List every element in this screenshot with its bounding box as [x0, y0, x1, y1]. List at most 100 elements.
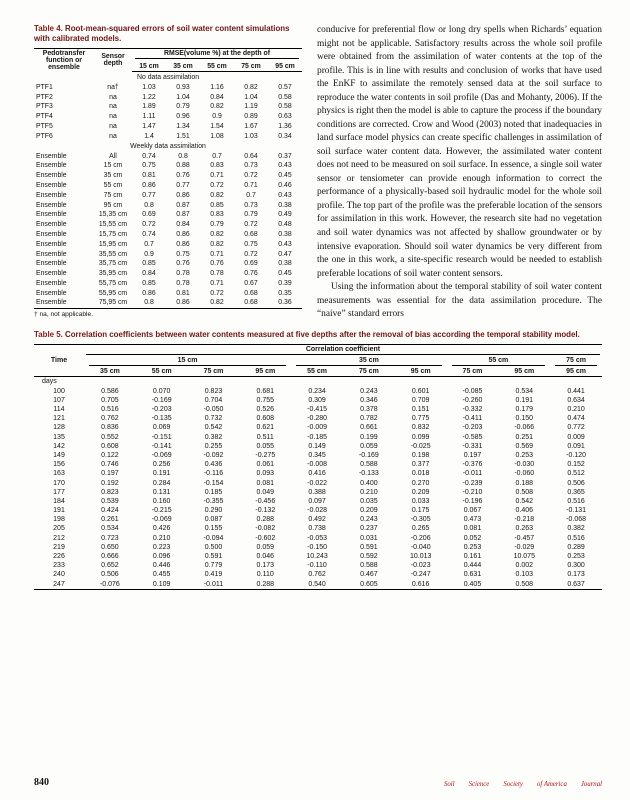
table4-cell: 0.7 [212, 152, 222, 160]
table4-cell: Ensemble [36, 162, 67, 170]
table5-row: 212 0.723 0.210 -0.094 -0.602 -0.053 0.031 -0.2… [34, 534, 602, 543]
table5-cell: 0.309 [308, 396, 326, 404]
table5-cell: 0.508 [498, 579, 551, 590]
table5-time-cell: 128 [53, 424, 65, 432]
table5-cell: -0.457 [514, 534, 535, 542]
table5-row: 100 0.586 0.070 0.823 0.681 0.234 0.243 0.601 -0… [34, 387, 602, 396]
table5-cell: 0.592 [360, 553, 378, 561]
table5: Time Correlation coefficient 15 cm 35 cm 5… [34, 343, 602, 590]
table5-subcol-row: 35 cm 55 cm 75 cm 95 cm 55 cm 75 cm 95 cm 75 cm… [34, 366, 602, 377]
table4-cell: 1.03 [244, 132, 258, 140]
table4-row: Ensemble All 0.74 0.8 0.7 0.64 0.37 [34, 151, 302, 161]
table5-cell: 0.253 [463, 543, 482, 551]
table4-row: PTF3 na 1.89 0.79 0.82 1.19 0.58 [34, 102, 302, 112]
table5-row: 114 0.516 -0.203 -0.050 0.526 -0.415 0.378 0.15… [34, 405, 602, 414]
table5-cell: -0.411 [462, 415, 483, 423]
table5-row: 247 -0.076 0.109 -0.011 0.288 0.540 0.605 0.616… [34, 579, 602, 590]
table5-cell: -0.218 [514, 516, 535, 524]
table5-time-cell: 156 [53, 461, 65, 469]
table4-cell: 1.19 [244, 103, 258, 111]
table4-cell: 0.84 [176, 221, 190, 229]
table4-cell: 35,75 cm [98, 260, 128, 268]
table5-cell: 0.539 [101, 497, 119, 505]
table5-time-cell: 240 [53, 571, 65, 579]
table5-cell: -0.092 [203, 451, 224, 459]
table5-row: 156 0.746 0.256 0.436 0.061 -0.008 0.588 0.377 -… [34, 460, 602, 469]
table5-cell: -0.602 [255, 534, 276, 542]
table4-cell: 0.76 [176, 172, 190, 180]
table5-cell: 0.175 [411, 507, 430, 515]
table5-cell: -0.023 [410, 562, 431, 570]
table5-cell: 0.377 [411, 461, 430, 469]
table5-caption-text: Correlation coefficients between water c… [65, 329, 580, 339]
table5-row: 121 0.762 -0.135 0.732 0.608 -0.280 0.782 0.775… [34, 414, 602, 423]
table5-cell: 0.455 [152, 571, 171, 579]
table4-cell: 0.38 [278, 230, 292, 238]
table4-caption-text: Root-mean-squared errors of soil water c… [34, 24, 290, 43]
table5-cell: 0.243 [360, 516, 378, 524]
table5-cell: 10.013 [409, 553, 432, 561]
page-number: 840 [34, 777, 49, 788]
table4-cell: 1.04 [176, 93, 190, 101]
table4-row: Ensemble 35,55 cm 0.9 0.75 0.71 0.72 0.47 [34, 249, 302, 259]
table4-cell: 0.36 [268, 298, 303, 309]
table4-cell: 0.76 [244, 270, 258, 278]
table5-cell: -0.011 [187, 579, 240, 590]
table5-cell: -0.141 [151, 442, 172, 450]
table5-cell: -0.150 [307, 543, 328, 551]
table4-cell: 15,55 cm [98, 221, 128, 229]
table5-empty-cell [136, 376, 188, 387]
table5-cell: -0.260 [462, 396, 483, 404]
table4-cell: 1.16 [210, 83, 224, 91]
table5-cell: 0.096 [152, 553, 171, 561]
table5-cell: -0.011 [462, 470, 483, 478]
table5-cell: 0.782 [360, 415, 378, 423]
table4-cell: 0.39 [278, 279, 292, 287]
table5-cell: 0.210 [152, 534, 171, 542]
table4-cell: PTF5 [36, 122, 53, 130]
table4-depth-header-row: 15 cm 35 cm 55 cm 75 cm 95 cm [34, 61, 303, 73]
table5-cell: -0.206 [410, 534, 431, 542]
table4-cell: 0.82 [210, 230, 224, 238]
table4-cell: 0.57 [278, 83, 292, 91]
table4-cell: 15,75 cm [98, 230, 128, 238]
table5-cell: 0.346 [360, 396, 378, 404]
table4-cell: 0.47 [278, 250, 292, 258]
table4-row: Ensemble 35 cm 0.81 0.76 0.71 0.72 0.45 [34, 171, 302, 181]
table5-row: 142 0.608 -0.141 0.255 0.055 0.149 0.059 -0.025… [34, 442, 602, 451]
table4-caption: Table 4. Root-mean-squared errors of soi… [34, 24, 302, 44]
table5-cell: 0.405 [446, 579, 499, 590]
table4-cell: All [109, 152, 117, 160]
table5-cell: 0.253 [515, 451, 534, 459]
table5-subcol-header: 95 cm [239, 366, 292, 377]
table5-caption-label: Table 5. [34, 329, 63, 339]
table5-cell: 0.002 [515, 562, 534, 570]
table5-row: 184 0.539 0.160 -0.355 -0.456 0.097 0.035 0.033… [34, 497, 602, 506]
table5-row: 149 0.122 -0.069 -0.092 -0.275 0.345 -0.169 0.1… [34, 451, 602, 460]
table4-cell: 0.45 [278, 270, 292, 278]
table5-cell: 0.419 [204, 571, 223, 579]
table4-cell: 0.82 [210, 103, 224, 111]
table4-caption-label: Table 4. [34, 24, 63, 33]
journal-name: Soil Science Society of America Journal [430, 781, 602, 788]
table4-depth-col: 95 cm [268, 61, 303, 73]
table4-row: Ensemble 15 cm 0.75 0.88 0.83 0.73 0.43 [34, 161, 302, 171]
table5-cell: 10.075 [513, 553, 535, 561]
table5-cell: 0.637 [550, 579, 602, 590]
table5-cell: 0.534 [515, 387, 534, 395]
table4-cell: 0.68 [234, 298, 268, 309]
table4-row: Ensemble 55 cm 0.86 0.77 0.72 0.71 0.46 [34, 181, 302, 191]
table5-cell: 0.621 [256, 424, 275, 432]
table4-cell: 0.87 [176, 201, 190, 209]
table4-cell: 0.85 [142, 279, 156, 287]
table4-cell: 0.43 [278, 191, 292, 199]
table5-cell: -0.076 [84, 579, 136, 590]
table4-cell: 0.73 [244, 201, 258, 209]
table4-cell: 0.76 [210, 260, 224, 268]
table4-cell: 0.86 [176, 240, 190, 248]
table5-cell: 0.608 [101, 442, 119, 450]
table5-row: 107 0.705 -0.169 0.704 0.755 0.309 0.346 0.709 -… [34, 396, 602, 405]
table4-cell: 0.82 [210, 191, 224, 199]
table5-cell: -0.068 [566, 516, 587, 524]
table5-cell: 0.223 [152, 543, 171, 551]
